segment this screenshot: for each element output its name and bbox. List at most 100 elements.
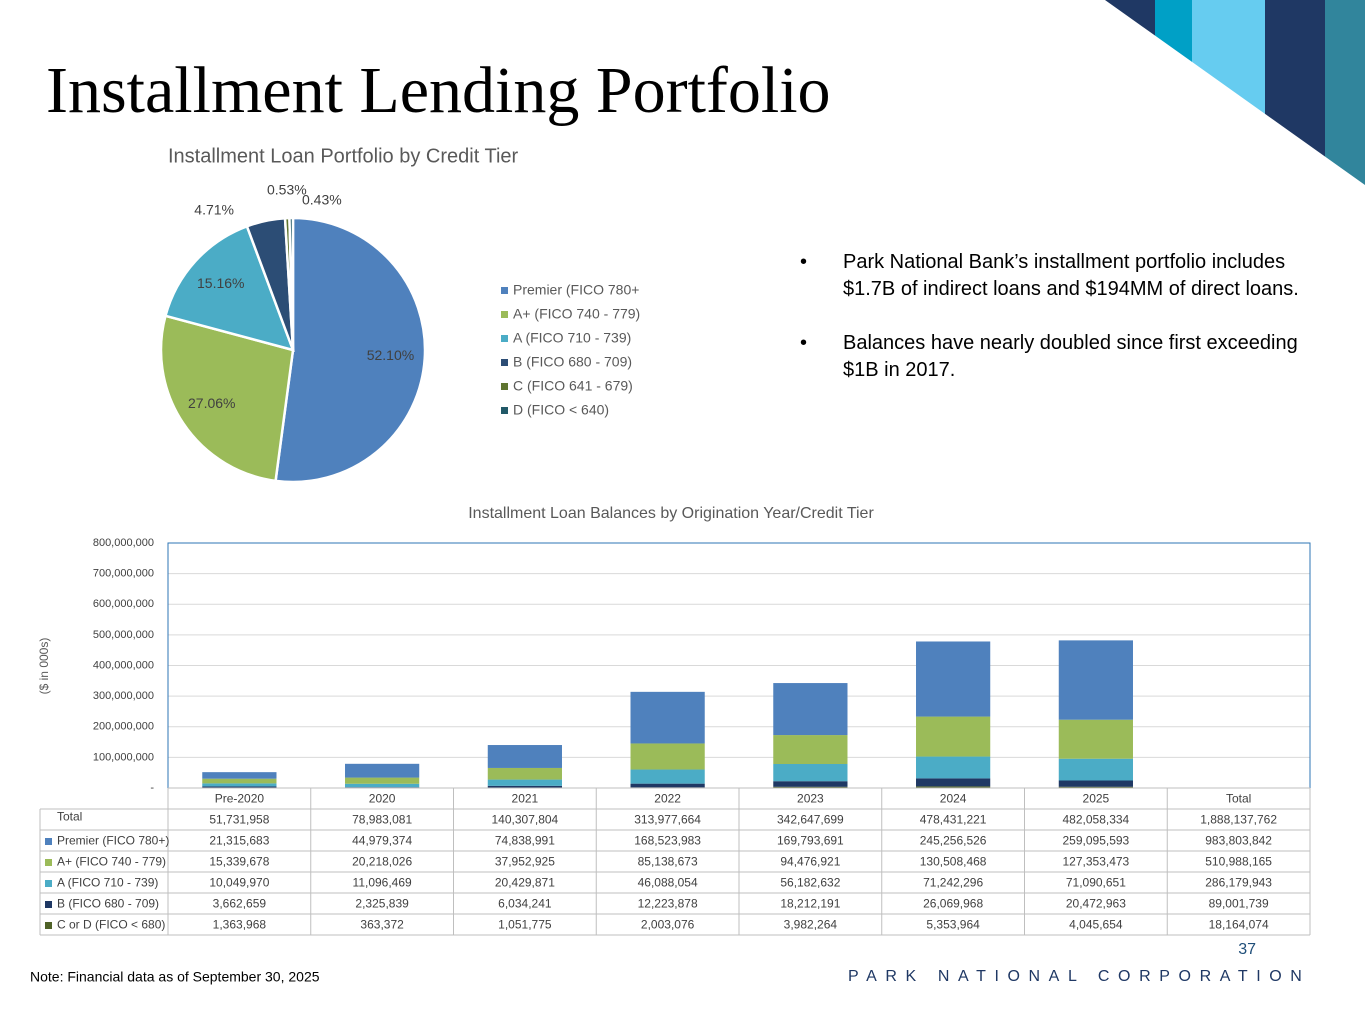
table-cell: 20,472,963 <box>1066 897 1126 911</box>
y-tick-label: 500,000,000 <box>93 629 154 641</box>
bar-segment <box>630 783 705 788</box>
y-tick-label: 200,000,000 <box>93 721 154 733</box>
table-swatch <box>45 838 52 845</box>
bullet: Balances have nearly doubled since first… <box>800 330 1330 384</box>
table-cell: 10,049,970 <box>209 876 269 890</box>
table-cell: 478,431,221 <box>920 813 987 827</box>
y-tick-label: 600,000,000 <box>93 598 154 610</box>
table-cell: 983,803,842 <box>1205 834 1272 848</box>
legend-label: Premier (FICO 780+ <box>513 282 639 298</box>
legend-swatch <box>501 407 508 414</box>
bar-segment <box>202 772 277 779</box>
bar-segment <box>916 641 991 717</box>
table-cell: 20,218,026 <box>352 855 412 869</box>
bar-segment <box>345 763 420 778</box>
pie-slice <box>163 224 296 352</box>
y-tick-label: 100,000,000 <box>93 751 154 763</box>
bar-segment <box>345 777 420 784</box>
table-row-label: B (FICO 680 - 709) <box>57 897 159 911</box>
table-row-label: A (FICO 710 - 739) <box>57 876 158 890</box>
pie-label: 27.06% <box>188 395 235 411</box>
pie-label: 15.16% <box>197 275 244 291</box>
x-tick-label: Pre-2020 <box>215 792 265 806</box>
table-cell: 313,977,664 <box>634 813 701 827</box>
bar-segment <box>773 683 848 736</box>
table-row-label: Premier (FICO 780+) <box>57 834 169 848</box>
bar-segment <box>773 735 848 764</box>
table-cell: 71,242,296 <box>923 876 983 890</box>
legend-label: A (FICO 710 - 739) <box>513 330 631 346</box>
bar-segment <box>1058 719 1133 759</box>
bar-segment <box>916 756 991 779</box>
x-tick-label: 2021 <box>512 792 539 806</box>
chart-title: Installment Loan Balances by Origination… <box>468 505 874 522</box>
legend-label: B (FICO 680 - 709) <box>513 354 632 370</box>
y-tick-label: 700,000,000 <box>93 568 154 580</box>
bar-segment <box>487 767 562 780</box>
table-cell: 12,223,878 <box>638 897 698 911</box>
table-cell: 130,508,468 <box>920 855 987 869</box>
table-cell: 18,212,191 <box>780 897 840 911</box>
x-tick-label: 2024 <box>940 792 967 806</box>
legend-swatch <box>501 359 508 366</box>
note: Note: Financial data as of September 30,… <box>30 969 320 985</box>
table-cell: 15,339,678 <box>209 855 269 869</box>
bar-segment <box>630 691 705 744</box>
table-swatch <box>45 859 52 866</box>
table-cell: 71,090,651 <box>1066 876 1126 890</box>
table-cell: 1,051,775 <box>498 918 552 932</box>
table-cell: 11,096,469 <box>353 876 412 890</box>
table-cell: 18,164,074 <box>1209 918 1269 932</box>
table-cell: 78,983,081 <box>352 813 412 827</box>
pie-slice <box>288 216 295 351</box>
table-cell: 169,793,691 <box>777 834 844 848</box>
table-cell: 363,372 <box>360 918 404 932</box>
table-cell: 286,179,943 <box>1205 876 1272 890</box>
pie-label: 52.10% <box>367 347 414 363</box>
y-tick-label: 400,000,000 <box>93 659 154 671</box>
y-tick-label: 800,000,000 <box>93 537 154 549</box>
bar-segment <box>487 785 562 788</box>
table-cell: 140,307,804 <box>492 813 559 827</box>
y-tick-label: 300,000,000 <box>93 690 154 702</box>
bar-segment <box>1058 758 1133 781</box>
pie-slice <box>159 314 295 483</box>
x-tick-label: 2023 <box>797 792 824 806</box>
bar-segment <box>1058 786 1133 788</box>
legend-label: D (FICO < 640) <box>513 402 609 418</box>
legend-label: A+ (FICO 740 - 779) <box>513 306 640 322</box>
table-cell: 37,952,925 <box>495 855 555 869</box>
table-cell: 56,182,632 <box>780 876 840 890</box>
bar-segment <box>773 781 848 787</box>
table-cell: 4,045,654 <box>1069 918 1123 932</box>
bar-segment <box>916 778 991 787</box>
x-tick-label: 2020 <box>369 792 396 806</box>
table-swatch <box>45 922 52 929</box>
table-cell: 1,363,968 <box>213 918 267 932</box>
table-cell: 51,731,958 <box>209 813 269 827</box>
legend-swatch <box>501 287 508 294</box>
slide-title: Installment Lending Portfolio <box>46 54 831 127</box>
legend-swatch <box>501 311 508 318</box>
table-cell: 26,069,968 <box>923 897 983 911</box>
bar-segment <box>202 783 277 787</box>
x-tick-label: 2025 <box>1083 792 1110 806</box>
table-cell: 20,429,871 <box>495 876 555 890</box>
legend-swatch <box>501 335 508 342</box>
table-swatch <box>45 880 52 887</box>
table-cell: 342,647,699 <box>777 813 844 827</box>
table-cell: 510,988,165 <box>1205 855 1272 869</box>
table-cell: 127,353,473 <box>1063 855 1130 869</box>
bar-segment <box>202 778 277 784</box>
table-cell: 44,979,374 <box>352 834 412 848</box>
legend-label: C (FICO 641 - 679) <box>513 378 633 394</box>
bar-segment <box>630 769 705 784</box>
table-cell: 94,476,921 <box>780 855 840 869</box>
bar-segment <box>773 763 848 782</box>
table-header: Total <box>1226 792 1251 806</box>
table-cell: 6,034,241 <box>498 897 552 911</box>
table-swatch <box>45 901 52 908</box>
table-cell: 3,982,264 <box>784 918 838 932</box>
